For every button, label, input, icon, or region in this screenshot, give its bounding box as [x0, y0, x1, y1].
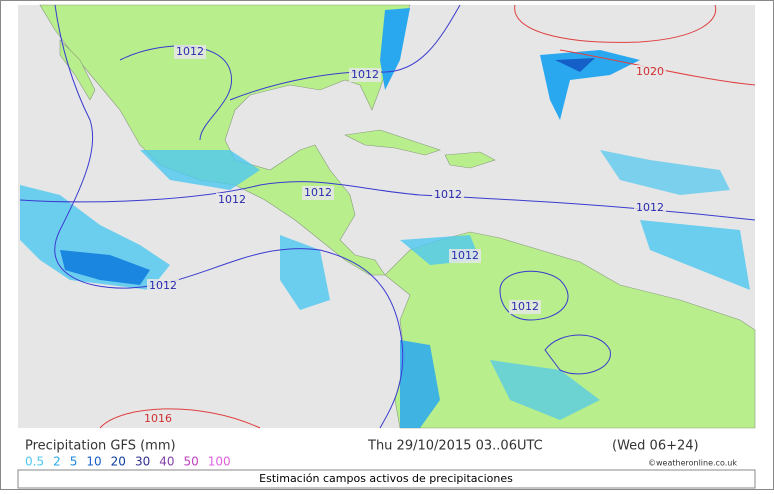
legend-levels: 0.5 2 5 10 20 30 40 50 100 — [25, 455, 231, 469]
isobar-label-bg — [174, 45, 206, 59]
isobar-label: 1012 — [451, 249, 479, 262]
timestamp: Thu 29/10/2015 03..06UTC — [367, 439, 543, 454]
legend-level: 50 — [184, 455, 199, 469]
isobar-label: 1012 — [176, 45, 204, 58]
isobar-label-bg — [509, 300, 541, 314]
isobar-label: 1012 — [434, 188, 462, 201]
isobar-label: 1012 — [304, 186, 332, 199]
isobar-label: 1020 — [636, 65, 664, 78]
caption: Estimación campos activos de precipitaci… — [259, 472, 513, 485]
model-run: (Wed 06+24) — [612, 439, 699, 454]
legend-level: 2 — [53, 455, 61, 469]
isobar-label: 1016 — [144, 412, 172, 425]
isobar-label: 1012 — [218, 193, 246, 206]
isobar-labels: 1012 1012 1012 1012 1012 1012 1012 1012 1012 1020… — [142, 45, 666, 426]
map: 1012 1012 1012 1012 1012 1012 1012 1012 1012 1020… — [18, 4, 756, 429]
legend-level: 100 — [208, 455, 231, 469]
caption-box — [17, 469, 756, 489]
isobar-label: 1012 — [636, 201, 664, 214]
isobar-label-bg — [349, 68, 381, 82]
land — [39, 4, 756, 429]
isobar-label: 1012 — [149, 279, 177, 292]
legend-title: Precipitation GFS (mm) — [25, 439, 176, 454]
legend-level: 20 — [111, 455, 126, 469]
isobar-label-bg — [302, 186, 334, 200]
precipitation — [20, 8, 750, 428]
legend-level: 30 — [135, 455, 150, 469]
credit: ©weatheronline.co.uk — [648, 459, 737, 468]
isobar-label-bg — [147, 279, 179, 293]
legend-level: 5 — [70, 455, 78, 469]
isobar-label: 1012 — [351, 68, 379, 81]
isobar-label-bg — [432, 188, 464, 202]
isobar-label-bg — [216, 193, 248, 207]
isobar-label-bg — [449, 249, 481, 263]
legend-level: 40 — [159, 455, 174, 469]
legend-level: 0.5 — [25, 455, 44, 469]
isobar-label-bg — [142, 412, 174, 426]
legend-level: 10 — [86, 455, 101, 469]
isobar-label-bg — [634, 65, 666, 79]
isobar-label: 1012 — [511, 300, 539, 313]
isobar-label-bg — [634, 201, 666, 215]
